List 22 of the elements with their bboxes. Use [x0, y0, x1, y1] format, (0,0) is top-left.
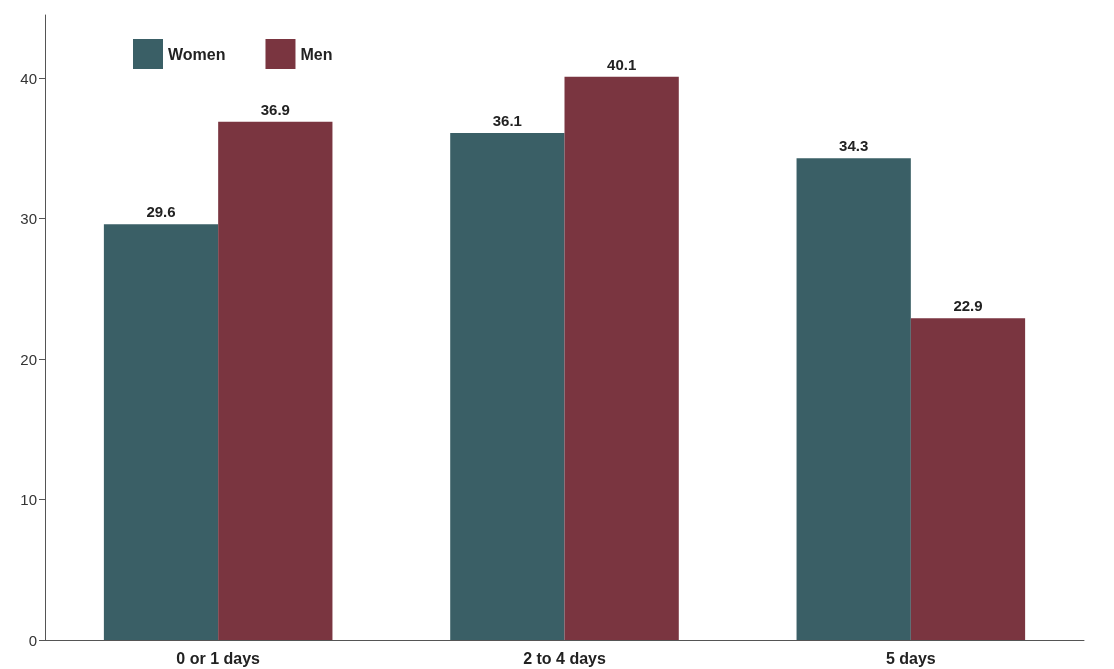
data-label: 36.9 [260, 100, 290, 118]
y-tick-label: 30 [20, 210, 37, 228]
x-tick-label: 0 or 1 days [176, 649, 261, 667]
y-tick-label: 40 [20, 69, 37, 87]
legend-label: Men [300, 45, 333, 63]
x-tick-label: 2 to 4 days [523, 649, 606, 667]
bar [564, 76, 679, 640]
bar [218, 121, 333, 640]
data-label: 29.6 [146, 203, 176, 221]
data-label: 22.9 [953, 297, 983, 315]
y-tick-label: 10 [20, 491, 37, 509]
y-tick-label: 0 [28, 631, 37, 649]
legend-label: Women [168, 45, 226, 63]
y-tick-label: 20 [20, 350, 37, 368]
data-label: 36.1 [492, 111, 522, 129]
x-tick-label: 5 days [885, 649, 936, 667]
data-label: 40.1 [607, 55, 637, 73]
data-label: 34.3 [839, 137, 869, 155]
bar [450, 132, 565, 640]
bar [103, 224, 219, 640]
bar [910, 318, 1026, 640]
bar [796, 158, 911, 640]
